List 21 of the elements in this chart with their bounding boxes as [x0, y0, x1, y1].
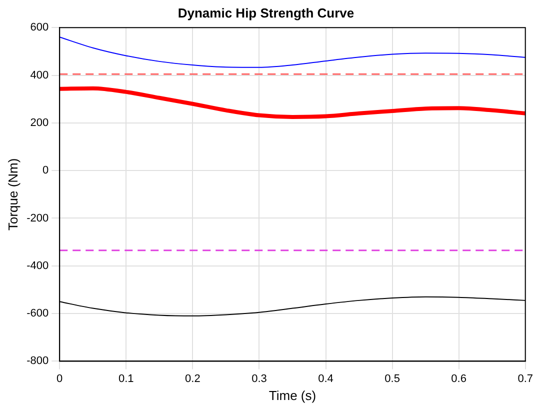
x-tick-label: 0	[56, 372, 63, 385]
x-tick-label: 0.7	[518, 372, 534, 385]
y-tick-label: -200	[26, 212, 49, 224]
line-series	[60, 36, 526, 68]
x-tick-label: 0.4	[318, 372, 334, 385]
chart-title: Dynamic Hip Strength Curve	[178, 5, 354, 20]
x-tick-label: 0.1	[118, 372, 134, 385]
x-axis-title: Time (s)	[268, 388, 316, 403]
y-tick-label: -600	[26, 308, 49, 320]
x-tick-label: 0.3	[252, 372, 267, 385]
y-tick-label: 0	[42, 164, 49, 177]
y-axis-title: Torque (Nm)	[5, 158, 20, 231]
x-tick-label: 0.2	[185, 372, 200, 385]
y-tick-label: 200	[30, 116, 49, 129]
y-tick-label: 600	[30, 22, 49, 34]
x-tick-label: 0.6	[451, 372, 466, 385]
x-tick-label: 0.5	[384, 372, 400, 385]
line-series	[60, 86, 526, 119]
y-tick-label: -400	[26, 260, 49, 272]
y-tick-label: 400	[30, 69, 49, 82]
y-tick-label: -800	[26, 355, 49, 368]
